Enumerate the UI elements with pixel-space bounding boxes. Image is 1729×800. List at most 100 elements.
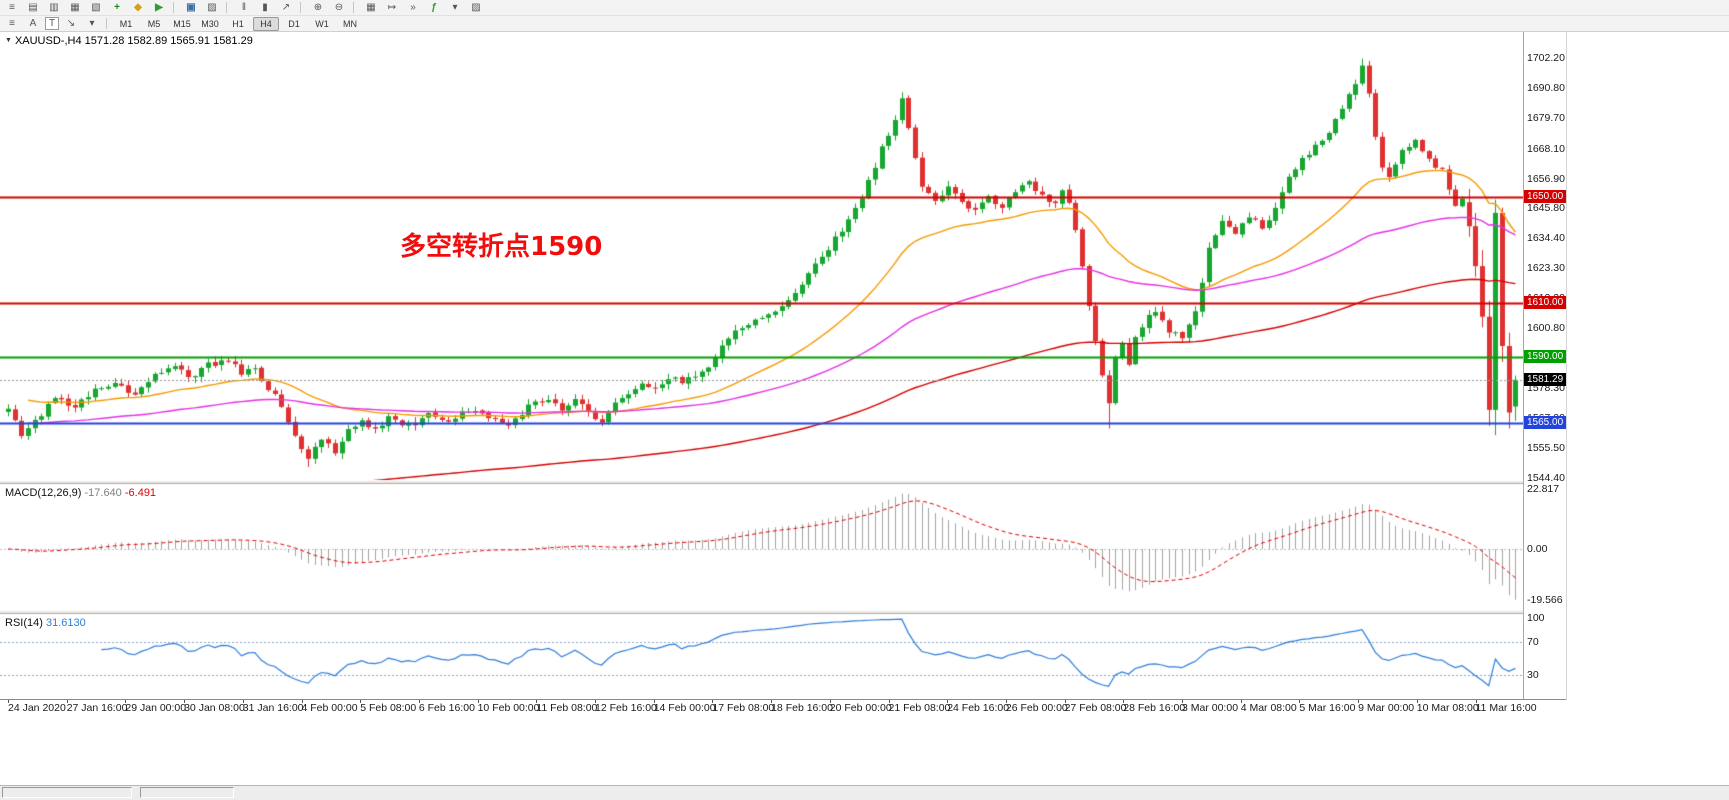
macd-main-value: -17.640: [84, 487, 122, 499]
time-axis-label: 30 Jan 08:00: [184, 702, 245, 714]
time-axis-tick: [536, 700, 537, 703]
time-axis-label: 29 Jan 00:00: [125, 702, 187, 714]
timeframe-M30[interactable]: M30: [201, 19, 219, 29]
time-axis-label: 27 Jan 16:00: [66, 702, 128, 714]
chart-annotation[interactable]: 多空转折点1590: [400, 232, 603, 262]
timeframe-MN[interactable]: MN: [343, 19, 357, 29]
macd-indicator-label: MACD(12,26,9) -17.640 -6.491: [5, 487, 156, 499]
timeframe-W1[interactable]: W1: [315, 19, 329, 29]
time-axis-label: 10 Mar 08:00: [1416, 702, 1479, 714]
time-axis-tick: [8, 700, 9, 703]
line-studies-toolbar: ≡ A T ↘ ▾ M1 M5 M15 M30 H1 H4 D1 W1 MN: [0, 16, 1729, 32]
line-studies-icon[interactable]: ≡: [9, 18, 15, 29]
time-axis-tick: [1182, 700, 1183, 703]
arrows-tool-icon[interactable]: ↘: [66, 18, 76, 29]
time-axis-tick: [243, 700, 244, 703]
new-chart-icon[interactable]: ▣: [186, 2, 196, 13]
periods-icon[interactable]: ▾: [452, 2, 458, 13]
macd-label: MACD(12,26,9): [5, 487, 82, 499]
price-axis-label: 1656.90: [1527, 172, 1565, 185]
time-axis-label: 18 Feb 16:00: [771, 702, 833, 714]
templates-icon[interactable]: ▨: [471, 2, 481, 13]
navigator-icon[interactable]: ▥: [49, 2, 59, 13]
time-axis-label: 3 Mar 00:00: [1182, 702, 1239, 714]
tool-dropdown-icon[interactable]: ▾: [89, 18, 95, 29]
rsi-indicator-label: RSI(14) 31.6130: [5, 617, 86, 629]
text-box-tool-icon[interactable]: T: [45, 17, 59, 30]
bar-chart-icon[interactable]: ‖: [241, 2, 247, 13]
time-axis-label: 4 Mar 08:00: [1240, 702, 1297, 714]
chart-shift-icon[interactable]: »: [410, 2, 416, 13]
time-axis-tick: [184, 700, 185, 703]
time-axis-label: 24 Feb 16:00: [947, 702, 1010, 714]
price-axis-label: 1600.80: [1527, 321, 1565, 334]
price-axis-label: 1623.30: [1527, 261, 1565, 274]
time-axis-label: 31 Jan 16:00: [242, 702, 304, 714]
tile-windows-icon[interactable]: ▦: [366, 2, 376, 13]
zoom-out-icon[interactable]: ⊖: [334, 2, 344, 13]
time-axis-label: 20 Feb 00:00: [829, 702, 892, 714]
time-axis-tick: [1065, 700, 1066, 703]
timeframe-D1[interactable]: D1: [288, 19, 300, 29]
timeframe-H4[interactable]: H4: [253, 17, 279, 31]
timeframe-M5[interactable]: M5: [147, 19, 161, 29]
toolbar-separator: [226, 2, 227, 13]
time-axis-label: 4 Feb 00:00: [301, 702, 358, 714]
time-axis-label: 27 Feb 08:00: [1064, 702, 1127, 714]
toolbar-separator: [300, 2, 301, 13]
time-axis-label: 17 Feb 08:00: [712, 702, 775, 714]
text-label-tool-icon[interactable]: A: [29, 18, 37, 29]
price-axis-label: 1679.70: [1527, 111, 1565, 124]
time-axis-label: 5 Mar 16:00: [1299, 702, 1356, 714]
new-order-icon[interactable]: +: [114, 2, 120, 13]
time-axis-label: 5 Feb 08:00: [360, 702, 417, 714]
candlestick-chart-icon[interactable]: ▮: [262, 2, 268, 13]
price-axis-label: 1702.20: [1527, 51, 1565, 64]
indicators-icon[interactable]: ƒ: [431, 2, 437, 13]
timeframe-H1[interactable]: H1: [232, 19, 244, 29]
time-axis-tick: [1358, 700, 1359, 703]
chart-canvas[interactable]: [0, 32, 1523, 699]
price-axis-label: 1544.40: [1527, 472, 1565, 484]
terminal-icon[interactable]: ▦: [70, 2, 80, 13]
market-watch-icon[interactable]: ≡: [9, 2, 15, 13]
hline-price-label: 1610.00: [1524, 296, 1566, 310]
time-axis-label: 26 Feb 00:00: [1005, 702, 1068, 714]
line-chart-icon[interactable]: ↗: [281, 2, 291, 13]
strategy-tester-icon[interactable]: ▧: [91, 2, 101, 13]
time-axis-border: [0, 699, 1566, 700]
bid-price-label: 1581.29: [1524, 372, 1566, 386]
data-window-icon[interactable]: ▤: [28, 2, 38, 13]
time-axis-tick: [478, 700, 479, 703]
price-axis-label: 1668.10: [1527, 142, 1565, 155]
time-axis-tick: [1417, 700, 1418, 703]
status-segment: [2, 787, 132, 798]
timeframe-M15[interactable]: M15: [173, 19, 191, 29]
status-segment: [140, 787, 235, 798]
standard-toolbar: ≡ ▤ ▥ ▦ ▧ + ◆ ▶ ▣ ▨ ‖ ▮ ↗ ⊕ ⊖ ▦ ↦ » ƒ ▾ ▨: [0, 0, 1729, 16]
rsi-axis-label: 70: [1527, 636, 1539, 649]
autotrading-icon[interactable]: ▶: [155, 2, 163, 13]
time-axis-label: 14 Feb 00:00: [653, 702, 716, 714]
time-axis-tick: [1299, 700, 1300, 703]
time-axis-tick: [125, 700, 126, 703]
time-axis-label: 21 Feb 08:00: [888, 702, 951, 714]
profiles-icon[interactable]: ▨: [207, 2, 217, 13]
chart-ohlc-header: ▼ XAUUSD-,H4 1571.28 1582.89 1565.91 1581…: [5, 35, 253, 47]
symbol-ohlc-text: XAUUSD-,H4 1571.28 1582.89 1565.91 1581.…: [14, 35, 253, 47]
zoom-in-icon[interactable]: ⊕: [313, 2, 323, 13]
metaeditor-icon[interactable]: ◆: [134, 2, 142, 13]
timeframe-M1[interactable]: M1: [119, 19, 133, 29]
auto-scroll-icon[interactable]: ↦: [387, 2, 397, 13]
price-axis-label: 1555.50: [1527, 442, 1565, 455]
time-axis-tick: [302, 700, 303, 703]
time-axis-tick: [889, 700, 890, 703]
toolbar-separator: [106, 18, 107, 29]
time-axis-label: 10 Feb 00:00: [477, 702, 540, 714]
rsi-value: 31.6130: [45, 617, 86, 629]
time-axis-label: 28 Feb 16:00: [1123, 702, 1186, 714]
macd-axis-label: -19.566: [1527, 594, 1563, 607]
time-axis-label: 11 Mar 16:00: [1475, 702, 1537, 714]
symbol-dropdown-icon[interactable]: ▼: [5, 37, 12, 44]
